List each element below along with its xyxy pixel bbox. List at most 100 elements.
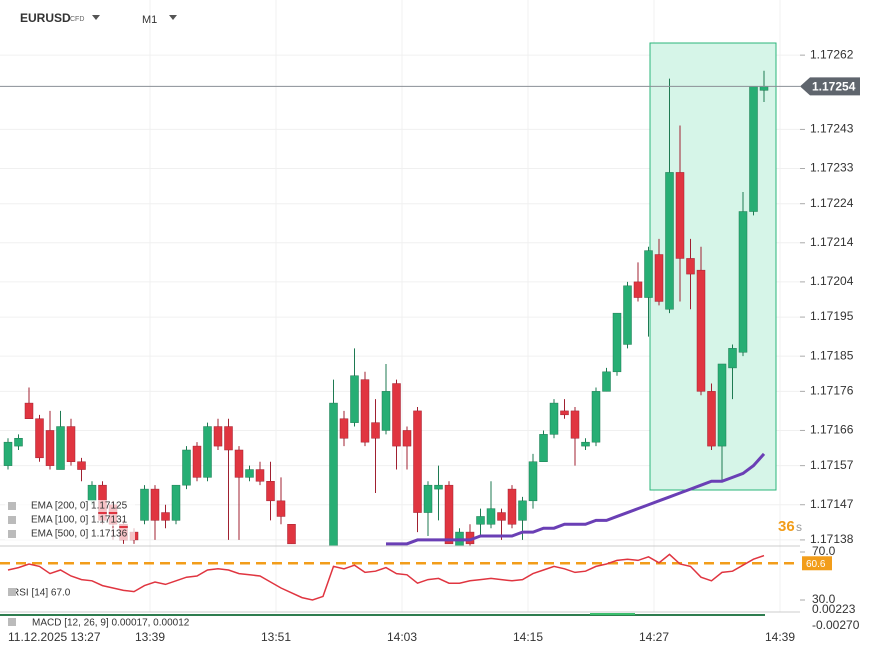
y-tick-label: 1.17214	[810, 235, 854, 249]
symbol-type: CFD	[70, 16, 84, 23]
candle-body	[276, 500, 286, 517]
candle-body	[140, 488, 149, 521]
candle-body	[203, 426, 212, 478]
x-tick-label: 14:15	[513, 630, 543, 644]
candle-body	[224, 426, 233, 451]
candle-body	[738, 211, 748, 353]
candle-body	[45, 430, 55, 466]
candle-body	[255, 469, 265, 482]
candle-body	[602, 371, 611, 392]
candle-body	[539, 434, 548, 462]
candle-body	[633, 281, 643, 298]
rsi-level-label: 60.6	[806, 559, 826, 570]
countdown-unit: s	[796, 520, 802, 534]
y-tick-label: 1.17176	[810, 384, 854, 398]
candle-body	[182, 449, 191, 486]
y-tick-label: 1.17195	[810, 309, 854, 323]
legend-backdrop	[5, 528, 135, 540]
candle-body	[392, 383, 401, 447]
candle-body	[570, 410, 580, 439]
indicator-icon[interactable]	[8, 530, 16, 538]
candle-body	[339, 418, 349, 439]
candle-body	[549, 402, 559, 435]
rsi-tick-label: 30.0	[812, 592, 836, 606]
y-tick-label: 1.17262	[810, 47, 854, 61]
indicator-legend: EMA [200, 0] 1.17125 EMA [100, 0] 1.17131…	[5, 500, 135, 540]
candle-body	[591, 391, 601, 443]
candle-body	[476, 516, 485, 525]
candle-body	[14, 438, 23, 447]
x-tick-label: 14:39	[765, 630, 795, 644]
candle-body	[413, 410, 422, 513]
candle-body	[728, 348, 737, 369]
candle-body	[234, 449, 244, 478]
timeframe[interactable]: M1	[142, 14, 157, 26]
rsi-level-tag	[802, 556, 832, 571]
y-tick-label: 1.17138	[810, 532, 854, 546]
indicator-icon[interactable]	[8, 502, 16, 510]
y-tick-label: 1.17224	[810, 196, 854, 210]
candle-body	[161, 512, 170, 521]
y-tick-label: 1.17204	[810, 274, 854, 288]
x-tick-label: 14:03	[387, 630, 417, 644]
candle-body	[707, 391, 716, 447]
candle-body	[329, 402, 338, 546]
candle-body	[675, 172, 685, 259]
y-tick-label: 1.17147	[810, 497, 854, 511]
candle-body	[581, 441, 590, 447]
symbol[interactable]: EURUSD	[20, 11, 71, 25]
candle-body	[654, 254, 664, 302]
rsi-label: RSI [14] 67.0	[12, 588, 71, 599]
candle-body	[3, 441, 13, 466]
candle-body	[665, 172, 674, 310]
candle-body	[87, 484, 97, 502]
candle-body	[35, 418, 44, 459]
candle-body	[287, 524, 296, 545]
y-tick-label: 1.17157	[810, 458, 854, 472]
candle-body	[66, 426, 76, 462]
macd-tick-label: -0.00270	[812, 618, 860, 632]
current-price-tag	[800, 77, 860, 96]
candle-body	[150, 488, 160, 521]
candle-body	[402, 430, 412, 447]
y-tick-label: 1.17243	[810, 122, 854, 136]
candle-body	[759, 86, 769, 91]
candle-body	[444, 484, 454, 545]
candle-body	[612, 312, 622, 373]
y-tick-label: 1.17166	[810, 423, 854, 437]
indicator-label: EMA [200, 0] 1.17125	[31, 501, 128, 512]
candle-body	[686, 258, 695, 275]
candle-body	[192, 445, 202, 478]
candle-body	[717, 363, 727, 447]
indicator-label: EMA [500, 0] 1.17136	[31, 529, 128, 540]
x-tick-label: 13:51	[261, 630, 291, 644]
indicator-icon[interactable]	[8, 516, 16, 524]
candle-body	[245, 469, 254, 478]
candle-body	[623, 285, 632, 345]
current-price-label: 1.17254	[812, 80, 856, 94]
candle-body	[528, 461, 538, 502]
legend-backdrop	[5, 514, 135, 526]
candle-body	[77, 461, 86, 470]
candle-body	[56, 426, 65, 470]
candle-body	[350, 375, 359, 423]
candle-body	[360, 379, 370, 443]
macd-tick-label: 0.00223	[812, 602, 856, 616]
candle-body	[644, 250, 653, 298]
timeframe-dropdown[interactable]	[169, 15, 177, 20]
rsi-icon[interactable]	[8, 588, 16, 596]
countdown: 36	[778, 518, 795, 535]
candle-body	[518, 500, 527, 521]
candle-body	[497, 512, 506, 521]
candle-body	[486, 508, 496, 525]
x-tick-label: 13:39	[135, 630, 165, 644]
y-tick-label: 1.17233	[810, 161, 854, 175]
candle-body	[266, 481, 275, 502]
macd-icon[interactable]	[8, 618, 16, 626]
candle-body	[213, 426, 223, 447]
candle-body	[381, 391, 391, 431]
candle-body	[171, 484, 181, 521]
legend-backdrop	[5, 500, 135, 512]
symbol-dropdown[interactable]	[92, 15, 100, 20]
x-tick-label: 11.12.2025 13:27	[8, 630, 101, 644]
